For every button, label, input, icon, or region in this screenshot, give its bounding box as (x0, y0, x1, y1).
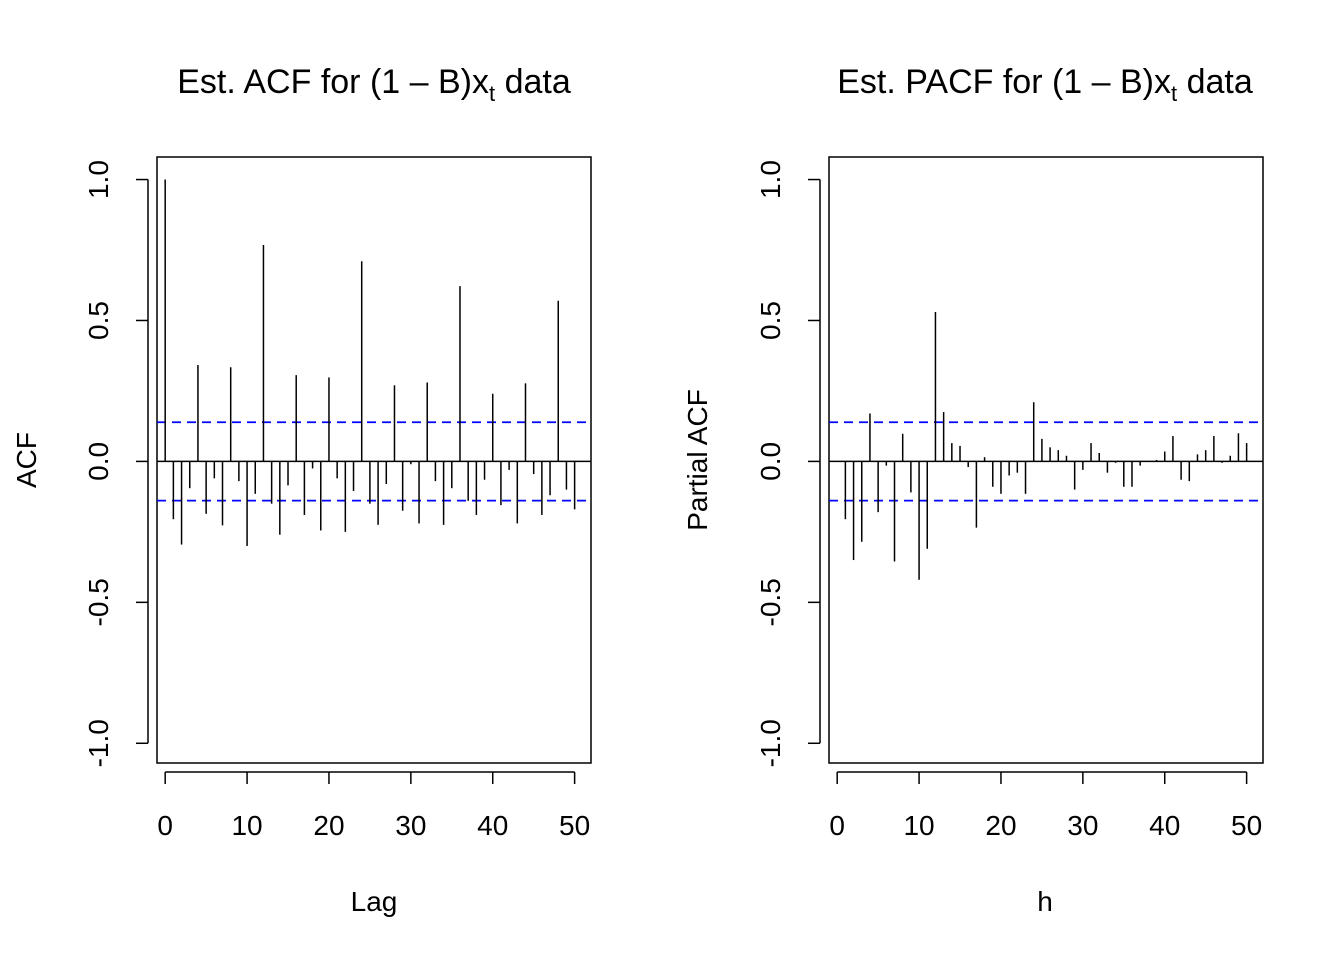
acf-y-tick-label: -0.5 (83, 578, 114, 626)
pacf-x-tick-label: 40 (1149, 810, 1180, 841)
pacf-x-axis-label: h (1037, 886, 1053, 917)
pacf-y-axis-label: Partial ACF (682, 389, 713, 531)
acf-x-axis-label: Lag (351, 886, 398, 917)
pacf-x-tick-label: 20 (985, 810, 1016, 841)
pacf-x-tick-label: 10 (903, 810, 934, 841)
acf-plot-frame (156, 156, 592, 764)
pacf-x-tick-label: 0 (829, 810, 845, 841)
acf-title: Est. ACF for (1 – B)xt data (177, 63, 571, 106)
pacf-title: Est. PACF for (1 – B)xt data (837, 63, 1253, 106)
pacf-y-tick-label: 0.5 (755, 301, 786, 340)
acf-y-tick-label: 0.0 (83, 442, 114, 481)
acf-y-axis-label: ACF (11, 432, 42, 488)
acf-x-tick-label: 40 (477, 810, 508, 841)
acf-x-tick-label: 30 (395, 810, 426, 841)
acf-x-tick-label: 0 (157, 810, 173, 841)
acf-y-tick-label: 0.5 (83, 301, 114, 340)
pacf-x-tick-label: 30 (1067, 810, 1098, 841)
acf-x-tick-label: 50 (559, 810, 590, 841)
pacf-x-tick-label: 50 (1231, 810, 1262, 841)
pacf-y-tick-label: -0.5 (755, 578, 786, 626)
acf-x-tick-label: 20 (313, 810, 344, 841)
acf-panel: Est. ACF for (1 – B)xt data Lag ACF 0 10 2… (11, 63, 592, 917)
acf-x-tick-label: 10 (231, 810, 262, 841)
pacf-panel: Est. PACF for (1 – B)xt data h Partial A… (682, 63, 1264, 917)
pacf-y-tick-label: -1.0 (755, 719, 786, 767)
pacf-y-tick-label: 0.0 (755, 442, 786, 481)
acf-y-tick-label: -1.0 (83, 719, 114, 767)
pacf-y-tick-label: 1.0 (755, 160, 786, 199)
pacf-plot-frame (828, 156, 1264, 764)
acf-y-tick-label: 1.0 (83, 160, 114, 199)
